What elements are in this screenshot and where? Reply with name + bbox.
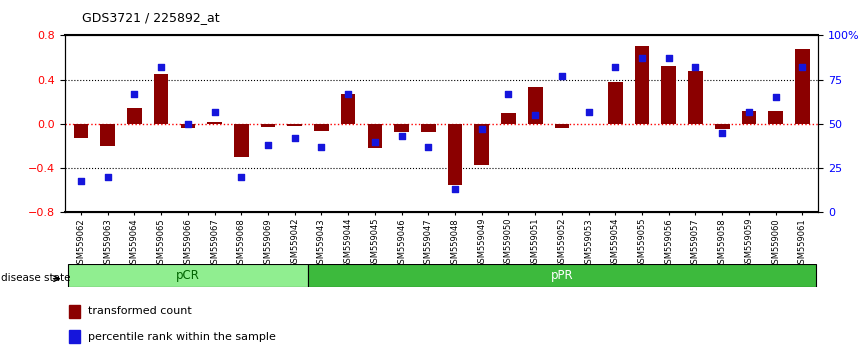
Point (235, 174, 249, 180)
Point (528, 112, 542, 118)
Point (154, 64, 168, 70)
Bar (68, 330, 80, 343)
Bar (367, 124, 382, 148)
Bar (741, 110, 756, 124)
Bar (475, 124, 489, 165)
Bar (207, 122, 222, 124)
Point (127, 91, 141, 97)
Point (582, 109, 596, 114)
Text: percentile rank within the sample: percentile rank within the sample (87, 332, 275, 342)
Point (609, 64, 623, 70)
Point (448, 187, 462, 192)
Point (261, 142, 275, 148)
Text: GDS3721 / 225892_at: GDS3721 / 225892_at (82, 11, 220, 24)
Point (208, 109, 222, 114)
Bar (68, 264, 308, 287)
Text: transformed count: transformed count (87, 306, 191, 316)
Point (314, 144, 328, 150)
Point (341, 91, 355, 97)
Bar (180, 124, 195, 128)
Point (688, 64, 702, 70)
Point (742, 109, 756, 114)
Bar (234, 124, 249, 157)
Bar (714, 124, 729, 130)
Bar (314, 124, 329, 131)
Bar (127, 108, 142, 124)
Point (74, 178, 88, 183)
Point (501, 91, 515, 97)
Point (662, 56, 675, 61)
Bar (501, 113, 516, 124)
Point (395, 133, 409, 139)
Bar (554, 124, 569, 128)
Bar (341, 94, 356, 124)
Point (181, 121, 195, 127)
Bar (688, 71, 703, 124)
Bar (288, 124, 302, 126)
Bar (768, 110, 783, 124)
Bar (421, 124, 436, 132)
Bar (74, 124, 88, 138)
Point (715, 130, 729, 136)
Bar (394, 124, 409, 132)
Bar (308, 264, 816, 287)
Bar (527, 87, 542, 124)
Point (555, 73, 569, 79)
Bar (795, 48, 810, 124)
Point (795, 64, 809, 70)
Point (769, 95, 783, 100)
Point (368, 139, 382, 144)
Bar (68, 305, 80, 318)
Text: pCR: pCR (176, 269, 200, 282)
Bar (608, 82, 623, 124)
Text: disease state: disease state (1, 273, 70, 283)
Point (635, 56, 649, 61)
Bar (100, 124, 115, 146)
Bar (154, 74, 169, 124)
Bar (662, 66, 676, 124)
Point (288, 135, 301, 141)
Bar (448, 124, 462, 185)
Text: pPR: pPR (551, 269, 573, 282)
Point (422, 144, 436, 150)
Bar (635, 46, 650, 124)
Point (475, 126, 488, 132)
Point (100, 174, 114, 180)
Bar (261, 124, 275, 127)
